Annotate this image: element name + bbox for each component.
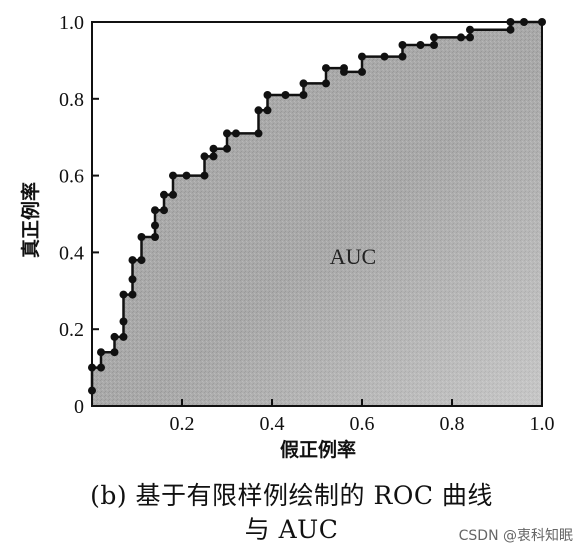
roc-point: [169, 171, 177, 180]
roc-point: [398, 52, 407, 61]
roc-point: [430, 33, 438, 42]
roc-point: [88, 386, 96, 395]
roc-point: [151, 221, 159, 230]
roc-point: [254, 106, 263, 115]
roc-point: [466, 33, 474, 42]
x-axis-label: 假正例率: [280, 438, 356, 461]
y-tick-label: 0.4: [59, 242, 84, 264]
roc-point: [358, 52, 366, 61]
roc-point: [128, 256, 137, 265]
roc-point: [128, 290, 137, 299]
roc-point: [160, 206, 168, 215]
roc-point: [380, 52, 389, 61]
watermark-text: CSDN @衷科知眠: [458, 528, 573, 544]
y-tick-label: 1.0: [59, 12, 84, 34]
y-axis-label: 真正例率: [19, 182, 42, 258]
y-tick-label: 0: [74, 396, 84, 418]
x-tick-label: 1.0: [530, 413, 555, 435]
roc-point: [88, 363, 96, 372]
roc-point: [263, 91, 272, 99]
roc-point: [137, 256, 146, 265]
roc-point: [466, 25, 474, 34]
roc-point: [137, 233, 146, 241]
roc-point: [97, 363, 105, 372]
y-tick-label: 0.8: [59, 89, 84, 111]
roc-point: [520, 18, 528, 26]
roc-point: [538, 18, 546, 26]
roc-point: [398, 41, 407, 49]
roc-point: [281, 91, 290, 99]
roc-point: [110, 332, 119, 341]
auc-area-highlight: [92, 22, 542, 406]
roc-point: [209, 152, 218, 161]
roc-point: [200, 171, 209, 180]
roc-point: [110, 348, 119, 357]
x-tick-label: 0.2: [170, 413, 195, 435]
roc-point: [254, 129, 263, 138]
figure-caption-line-1: (b) 基于有限样例绘制的 ROC 曲线: [90, 481, 493, 510]
roc-point: [128, 275, 137, 284]
x-tick-label: 0.4: [260, 413, 285, 435]
roc-point: [182, 171, 191, 180]
roc-point: [119, 317, 128, 326]
roc-point: [151, 206, 159, 215]
roc-point: [358, 67, 366, 76]
plot-area: 0.2 0.4 0.6 0.8 1.0 0 0.2 0.4 0.6 0.8 1.0 AUC: [59, 12, 555, 435]
roc-point: [299, 91, 308, 99]
roc-point: [457, 33, 465, 42]
roc-point: [299, 79, 308, 88]
auc-area-label: AUC: [330, 244, 376, 269]
roc-point: [119, 290, 128, 299]
roc-point: [119, 332, 128, 341]
roc-point: [416, 41, 425, 49]
y-tick-label: 0.2: [59, 319, 84, 341]
roc-point: [340, 67, 348, 76]
roc-point: [223, 144, 231, 153]
roc-point: [506, 25, 515, 34]
x-tick-label: 0.6: [350, 413, 375, 435]
roc-point: [200, 152, 209, 161]
figure-caption-line-2: 与 AUC: [244, 515, 339, 544]
roc-point: [160, 190, 168, 199]
x-tick-label: 0.8: [440, 413, 465, 435]
roc-point: [223, 129, 231, 138]
roc-point: [169, 190, 177, 199]
y-tick-label: 0.6: [59, 166, 84, 188]
plot-frame: [91, 21, 543, 407]
roc-point: [232, 129, 240, 138]
roc-point: [506, 18, 515, 26]
roc-point: [209, 144, 218, 153]
roc-point: [322, 79, 330, 88]
roc-point: [430, 41, 438, 49]
roc-point: [263, 106, 272, 115]
roc-point: [322, 64, 330, 73]
roc-point: [97, 348, 105, 357]
roc-point: [151, 233, 159, 241]
